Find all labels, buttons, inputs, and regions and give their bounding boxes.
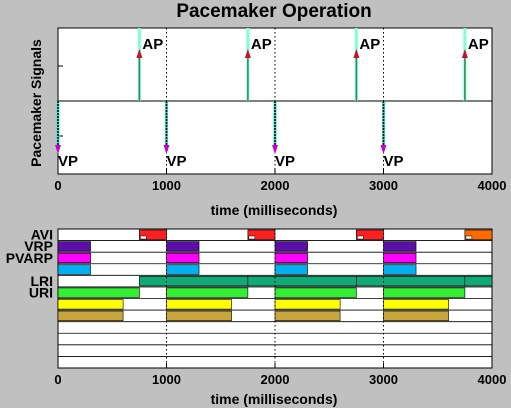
timer-bar xyxy=(274,287,357,298)
y-axis-label: Pacemaker Signals xyxy=(28,39,44,167)
timer-bar xyxy=(383,287,466,298)
x-tick-label: 1000 xyxy=(152,372,181,387)
timer-bar xyxy=(383,241,417,252)
row-label: AVI xyxy=(31,227,53,243)
timer-bar xyxy=(139,276,249,287)
timer-bar xyxy=(57,287,140,298)
x-tick-label: 3000 xyxy=(369,372,398,387)
timer-bar xyxy=(356,276,466,287)
vp-label: VP xyxy=(167,153,187,170)
x-tick-label: 4000 xyxy=(478,178,507,193)
x-axis-label-top: time (milliseconds) xyxy=(211,202,338,218)
x-tick-label: 2000 xyxy=(261,178,290,193)
row-label: LRI xyxy=(30,273,53,289)
timer-bar xyxy=(356,229,384,240)
ap-marker xyxy=(244,49,251,58)
row-label: VRP xyxy=(24,238,53,254)
x-tick-label: 0 xyxy=(54,372,61,387)
timer-bar xyxy=(166,264,200,275)
avi-indicator xyxy=(465,235,473,240)
timer-bar xyxy=(464,229,493,240)
x-axis-label-bottom: time (milliseconds) xyxy=(211,391,338,407)
ap-marker xyxy=(136,49,143,58)
x-tick-label: 2000 xyxy=(261,372,290,387)
row-label: PVARP xyxy=(6,250,53,266)
timer-bar xyxy=(57,264,91,275)
timer-bar xyxy=(57,241,91,252)
timer-bar xyxy=(166,310,232,321)
vp-label: VP xyxy=(384,153,404,170)
ap-label: AP xyxy=(468,36,489,53)
ap-label: AP xyxy=(142,36,163,53)
timer-bar xyxy=(139,229,167,240)
vp-marker xyxy=(272,145,278,154)
timer-bar xyxy=(166,287,249,298)
timer-bar xyxy=(247,276,357,287)
timer-bar xyxy=(166,241,200,252)
vp-label: VP xyxy=(58,153,78,170)
timer-bar xyxy=(274,264,308,275)
timer-bar xyxy=(274,241,308,252)
ap-label: AP xyxy=(359,36,380,53)
vp-marker xyxy=(380,145,387,154)
x-tick-label: 0 xyxy=(54,178,61,193)
chart-title: Pacemaker Operation xyxy=(176,1,371,22)
timer-bar xyxy=(383,252,417,264)
vp-marker xyxy=(55,145,61,154)
timer-bar xyxy=(274,299,341,310)
avi-indicator xyxy=(248,235,256,240)
vp-marker xyxy=(163,145,170,154)
timer-bar xyxy=(383,310,449,321)
timer-bar xyxy=(57,252,91,264)
ap-marker xyxy=(461,49,468,58)
timer-bar xyxy=(247,229,276,240)
timer-bar xyxy=(383,264,417,275)
x-tick-label: 4000 xyxy=(478,372,507,387)
row-label: URI xyxy=(29,285,53,301)
x-tick-label: 1000 xyxy=(152,178,181,193)
timer-bar xyxy=(57,299,124,310)
timer-bar xyxy=(383,299,449,310)
avi-indicator xyxy=(140,235,147,240)
ap-marker xyxy=(353,49,360,58)
timer-bar xyxy=(274,310,341,321)
vp-label: VP xyxy=(275,153,295,170)
timer-bar xyxy=(57,310,124,321)
signals-plot: 0 1000 2000 3000 4000 AP AP AP AP VP VP VP VP xyxy=(54,27,507,193)
ap-label: AP xyxy=(251,36,272,53)
timer-bar xyxy=(274,252,308,264)
avi-indicator xyxy=(357,235,364,240)
timer-bar xyxy=(166,252,200,264)
timer-bar xyxy=(166,299,232,310)
timer-bar xyxy=(464,276,493,287)
x-tick-label: 3000 xyxy=(369,178,398,193)
